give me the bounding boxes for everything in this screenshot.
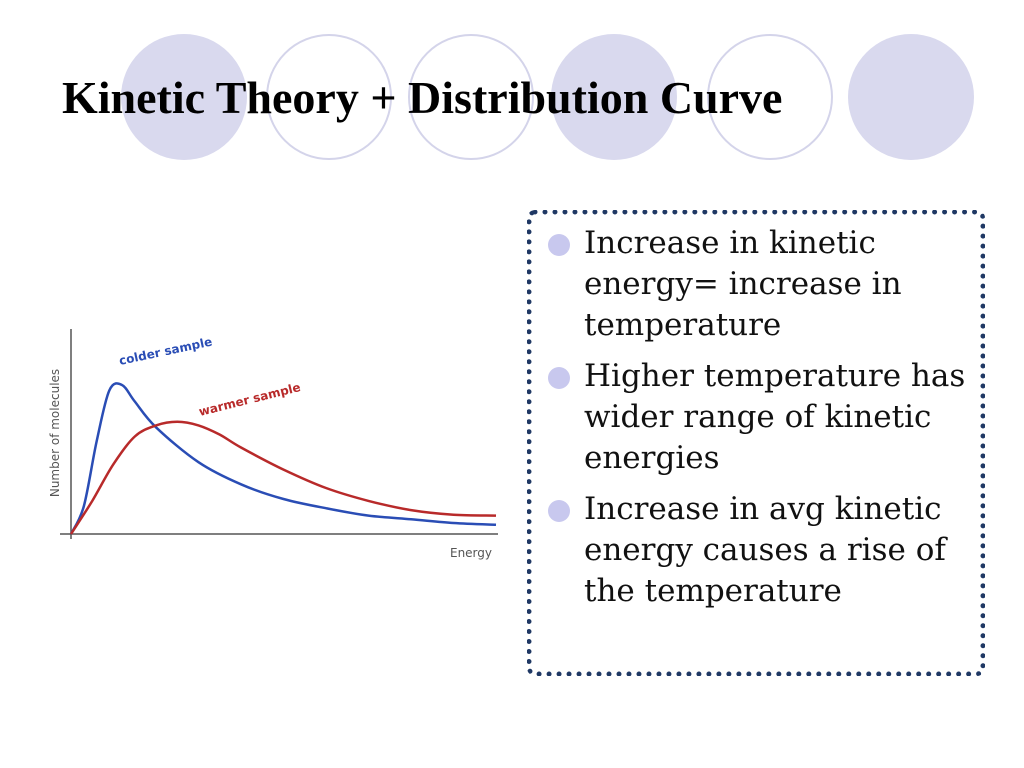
series-label-colder: colder sample xyxy=(118,335,214,368)
slide-title: Kinetic Theory + Distribution Curve xyxy=(62,72,783,123)
decor-circle-4 xyxy=(551,34,677,160)
series-line-colder xyxy=(69,382,497,535)
series-label-warmer: warmer sample xyxy=(197,380,302,419)
distribution-chart: Number of molecules Energy colder sample… xyxy=(48,329,498,560)
bullet-item: Increase in avg kinetic energy causes a … xyxy=(540,489,970,612)
bullet-item: Higher temperature has wider range of ki… xyxy=(540,356,970,479)
bullet-box: Increase in kinetic energy= increase in … xyxy=(527,210,985,676)
bullet-item: Increase in kinetic energy= increase in … xyxy=(540,223,970,346)
decor-circle-5 xyxy=(707,34,833,160)
decor-circle-1 xyxy=(121,34,247,160)
bullet-dot-icon xyxy=(548,367,570,389)
y-axis-label: Number of molecules xyxy=(48,369,62,497)
bullet-list: Increase in kinetic energy= increase in … xyxy=(540,223,970,622)
decor-circle-2 xyxy=(266,34,392,160)
bullet-text: Higher temperature has wider range of ki… xyxy=(584,358,966,476)
bullet-dot-icon xyxy=(548,500,570,522)
decor-circle-6 xyxy=(848,34,974,160)
bullet-text: Increase in kinetic energy= increase in … xyxy=(584,225,902,343)
decor-circle-3 xyxy=(408,34,534,160)
bullet-dot-icon xyxy=(548,234,570,256)
bullet-text: Increase in avg kinetic energy causes a … xyxy=(584,491,946,609)
x-axis-label: Energy xyxy=(450,546,492,560)
series-line-warmer xyxy=(69,420,497,535)
